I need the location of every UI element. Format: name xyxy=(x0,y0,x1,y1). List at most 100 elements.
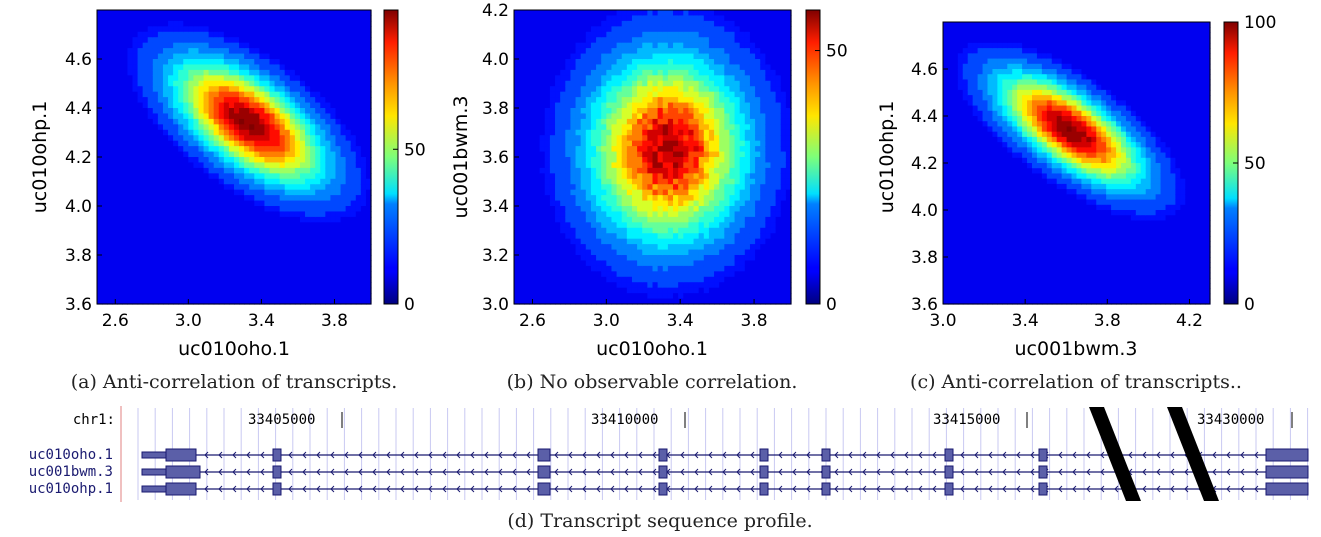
heatmap-cell xyxy=(132,59,139,66)
heatmap-cell xyxy=(514,173,520,180)
heatmap-cell xyxy=(239,10,245,17)
heatmap-cell xyxy=(555,53,561,60)
heatmap-cell xyxy=(97,129,103,136)
heatmap-cell xyxy=(284,244,291,251)
heatmap-cell xyxy=(264,86,271,93)
heatmap-cell xyxy=(555,200,561,207)
heatmap-cell xyxy=(601,189,607,196)
heatmap-cell xyxy=(575,20,582,27)
heatmap-cell xyxy=(137,140,144,147)
heatmap-cell xyxy=(514,97,520,104)
heatmap-cell xyxy=(570,173,577,180)
heatmap-cell xyxy=(325,146,331,153)
heatmap-cell xyxy=(365,287,372,294)
heatmap-cell xyxy=(117,200,123,207)
heatmap-cell xyxy=(294,20,301,27)
heatmap-cell xyxy=(611,282,618,289)
heatmap-cell xyxy=(345,26,352,33)
heatmap-cell xyxy=(601,157,607,164)
heatmap-cell xyxy=(137,244,144,251)
heatmap-cell xyxy=(203,31,210,38)
heatmap-cell xyxy=(673,265,679,272)
heatmap-cell xyxy=(360,10,367,17)
heatmap-cell xyxy=(228,59,235,66)
heatmap-cell xyxy=(218,200,225,207)
heatmap-cell xyxy=(667,102,674,109)
heatmap-cell xyxy=(132,91,139,98)
heatmap-cell xyxy=(122,173,129,180)
heatmap-cell xyxy=(178,59,184,66)
heatmap-cell xyxy=(315,135,321,142)
heatmap-cell xyxy=(693,124,700,131)
heatmap-cell xyxy=(218,167,225,174)
heatmap-cell xyxy=(544,15,551,22)
heatmap-cell xyxy=(284,75,291,82)
heatmap-cell xyxy=(555,135,561,142)
heatmap-cell xyxy=(606,97,613,104)
heatmap-cell xyxy=(642,59,648,66)
heatmap-cell xyxy=(590,151,597,158)
heatmap-cell xyxy=(274,276,281,283)
heatmap-cell xyxy=(365,265,372,272)
heatmap-cell xyxy=(168,151,174,158)
heatmap-cell xyxy=(112,135,118,142)
heatmap-cell xyxy=(616,238,623,245)
heatmap-cell xyxy=(305,108,311,115)
heatmap-cell xyxy=(345,102,352,109)
heatmap-cell xyxy=(284,59,291,66)
heatmap-cell xyxy=(637,260,643,267)
heatmap-cell xyxy=(193,184,200,191)
heatmap-cell xyxy=(152,167,159,174)
heatmap-cell xyxy=(590,15,597,22)
heatmap-cell xyxy=(315,200,321,207)
heatmap-cell xyxy=(631,97,638,104)
heatmap-cell xyxy=(580,287,587,294)
heatmap-cell xyxy=(203,167,210,174)
heatmap-cell xyxy=(519,184,525,191)
heatmap-cell xyxy=(102,10,108,17)
heatmap-cell xyxy=(355,102,362,109)
heatmap-cell xyxy=(596,238,602,245)
y-tick-label: 4.2 xyxy=(65,148,92,168)
heatmap-cell xyxy=(183,222,189,229)
heatmap-cell xyxy=(178,260,184,267)
heatmap-cell xyxy=(549,64,556,71)
heatmap-cell xyxy=(340,80,347,87)
heatmap-cell xyxy=(147,189,154,196)
heatmap-cell xyxy=(239,102,245,109)
heatmap-cell xyxy=(345,124,352,131)
heatmap-cell xyxy=(626,173,633,180)
heatmap-cell xyxy=(560,238,566,245)
heatmap-cell xyxy=(112,37,118,44)
heatmap-cell xyxy=(102,184,108,191)
heatmap-cell xyxy=(137,86,144,93)
heatmap-cell xyxy=(667,26,674,33)
heatmap-cell xyxy=(621,118,628,125)
heatmap-cell xyxy=(688,124,695,131)
heatmap-cell xyxy=(198,222,205,229)
heatmap-cell xyxy=(601,86,607,93)
heatmap-cell xyxy=(606,211,613,218)
heatmap-cell xyxy=(345,238,352,245)
heatmap-cell xyxy=(621,189,628,196)
heatmap-cell xyxy=(355,298,362,305)
heatmap-cell xyxy=(340,260,347,267)
heatmap-cell xyxy=(310,222,316,229)
heatmap-cell xyxy=(330,227,337,234)
heatmap-cell xyxy=(122,298,129,305)
heatmap-cell xyxy=(345,151,352,158)
heatmap-cell xyxy=(519,86,525,93)
heatmap-cell xyxy=(208,173,215,180)
heatmap-cell xyxy=(188,108,194,115)
heatmap-cell xyxy=(315,222,321,229)
heatmap-cell xyxy=(269,80,276,87)
heatmap-cell xyxy=(218,206,225,213)
heatmap-cell xyxy=(565,69,572,76)
heatmap-cell xyxy=(305,178,311,185)
heatmap-cell xyxy=(279,80,286,87)
heatmap-cell xyxy=(132,173,139,180)
heatmap-cell xyxy=(198,31,205,38)
heatmap-cell xyxy=(315,91,321,98)
heatmap-cell xyxy=(575,216,582,223)
heatmap-cell xyxy=(611,64,618,71)
